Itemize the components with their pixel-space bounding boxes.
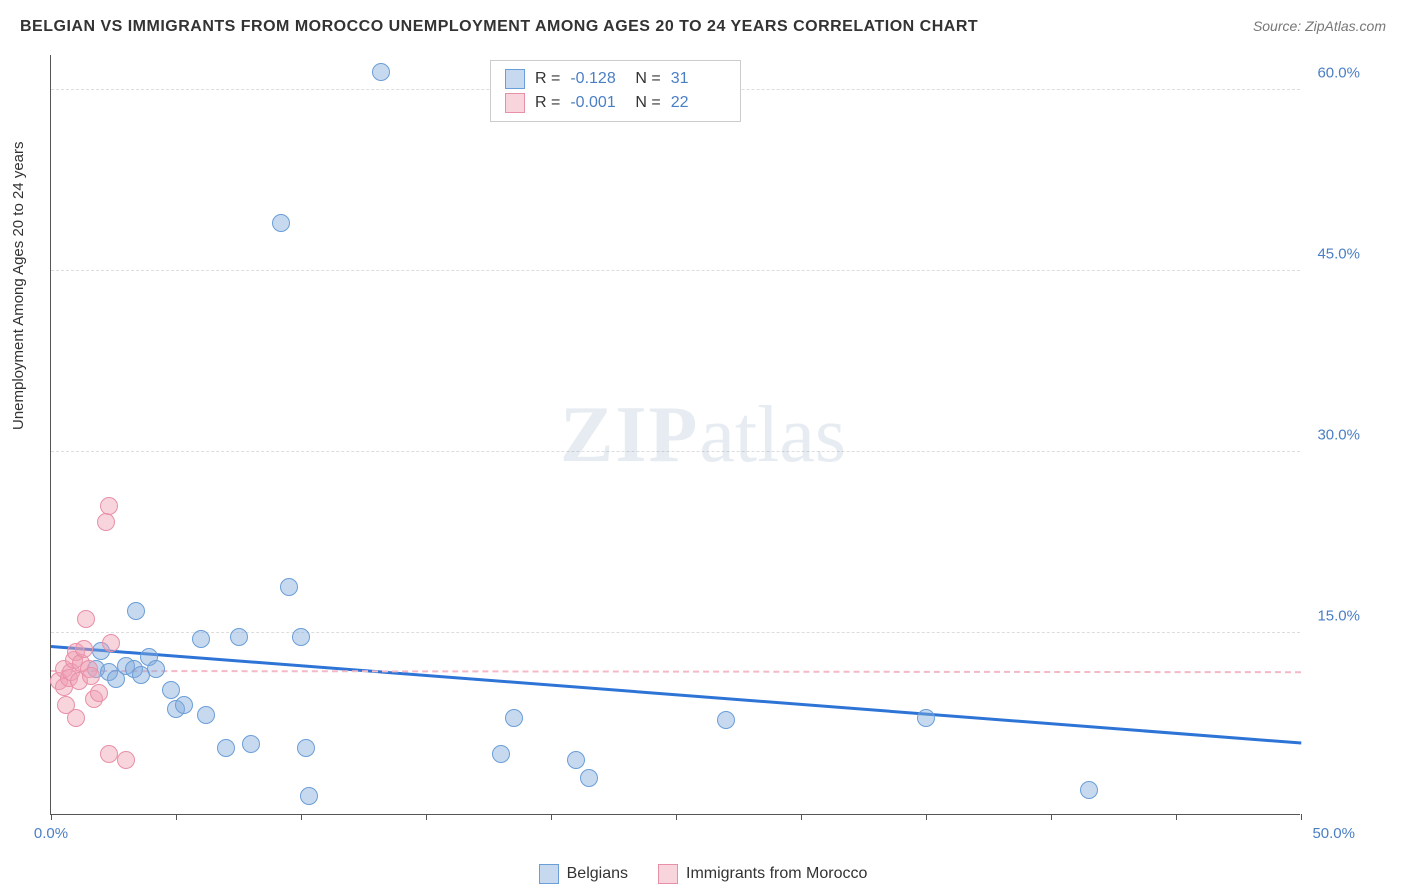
- y-axis-label: Unemployment Among Ages 20 to 24 years: [10, 141, 27, 430]
- gridline: [51, 270, 1300, 271]
- x-tick: [1176, 814, 1177, 820]
- data-point: [82, 667, 100, 685]
- data-point: [162, 681, 180, 699]
- data-point: [297, 739, 315, 757]
- data-point: [505, 709, 523, 727]
- data-point: [100, 745, 118, 763]
- r-value: -0.128: [570, 70, 625, 88]
- x-tick: [1051, 814, 1052, 820]
- legend-label: Belgians: [567, 865, 628, 883]
- legend-swatch: [505, 69, 525, 89]
- data-point: [372, 63, 390, 81]
- data-point: [580, 769, 598, 787]
- data-point: [75, 640, 93, 658]
- r-value: -0.001: [570, 94, 625, 112]
- data-point: [102, 634, 120, 652]
- legend-swatch: [658, 864, 678, 884]
- n-label: N =: [635, 94, 660, 112]
- data-point: [242, 735, 260, 753]
- series-legend: Belgians Immigrants from Morocco: [0, 864, 1406, 884]
- data-point: [492, 745, 510, 763]
- data-point: [300, 787, 318, 805]
- data-point: [217, 739, 235, 757]
- legend-stat-row: R = -0.001 N = 22: [505, 91, 726, 115]
- chart-title: BELGIAN VS IMMIGRANTS FROM MOROCCO UNEMP…: [20, 18, 978, 36]
- data-point: [97, 513, 115, 531]
- legend-stat-row: R = -0.128 N = 31: [505, 67, 726, 91]
- data-point: [175, 696, 193, 714]
- x-tick: [176, 814, 177, 820]
- scatter-plot: 15.0%30.0%45.0%60.0%0.0%50.0%: [50, 55, 1300, 815]
- data-point: [117, 751, 135, 769]
- n-value: 31: [671, 70, 726, 88]
- x-tick: [301, 814, 302, 820]
- data-point: [567, 751, 585, 769]
- x-tick: [801, 814, 802, 820]
- x-tick: [1301, 814, 1302, 820]
- data-point: [230, 628, 248, 646]
- r-label: R =: [535, 70, 560, 88]
- data-point: [717, 711, 735, 729]
- data-point: [280, 578, 298, 596]
- y-tick-label: 45.0%: [1305, 246, 1360, 263]
- correlation-legend: R = -0.128 N = 31 R = -0.001 N = 22: [490, 60, 741, 122]
- data-point: [192, 630, 210, 648]
- y-tick-label: 60.0%: [1305, 65, 1360, 82]
- data-point: [100, 497, 118, 515]
- legend-item: Immigrants from Morocco: [658, 864, 867, 884]
- y-tick-label: 30.0%: [1305, 427, 1360, 444]
- data-point: [90, 684, 108, 702]
- data-point: [292, 628, 310, 646]
- data-point: [197, 706, 215, 724]
- legend-swatch: [505, 93, 525, 113]
- data-point: [127, 602, 145, 620]
- source-attribution: Source: ZipAtlas.com: [1253, 18, 1386, 34]
- data-point: [272, 214, 290, 232]
- n-label: N =: [635, 70, 660, 88]
- y-tick-label: 15.0%: [1305, 608, 1360, 625]
- x-tick: [926, 814, 927, 820]
- data-point: [1080, 781, 1098, 799]
- x-tick: [51, 814, 52, 820]
- gridline: [51, 451, 1300, 452]
- legend-label: Immigrants from Morocco: [686, 865, 867, 883]
- x-tick: [551, 814, 552, 820]
- n-value: 22: [671, 94, 726, 112]
- x-tick: [676, 814, 677, 820]
- data-point: [917, 709, 935, 727]
- trend-line: [51, 670, 1301, 673]
- trend-line: [51, 645, 1301, 744]
- r-label: R =: [535, 94, 560, 112]
- data-point: [77, 610, 95, 628]
- legend-item: Belgians: [539, 864, 628, 884]
- x-tick: [426, 814, 427, 820]
- legend-swatch: [539, 864, 559, 884]
- x-tick-label: 0.0%: [34, 825, 68, 842]
- x-tick-label: 50.0%: [1312, 825, 1355, 842]
- data-point: [147, 660, 165, 678]
- data-point: [67, 709, 85, 727]
